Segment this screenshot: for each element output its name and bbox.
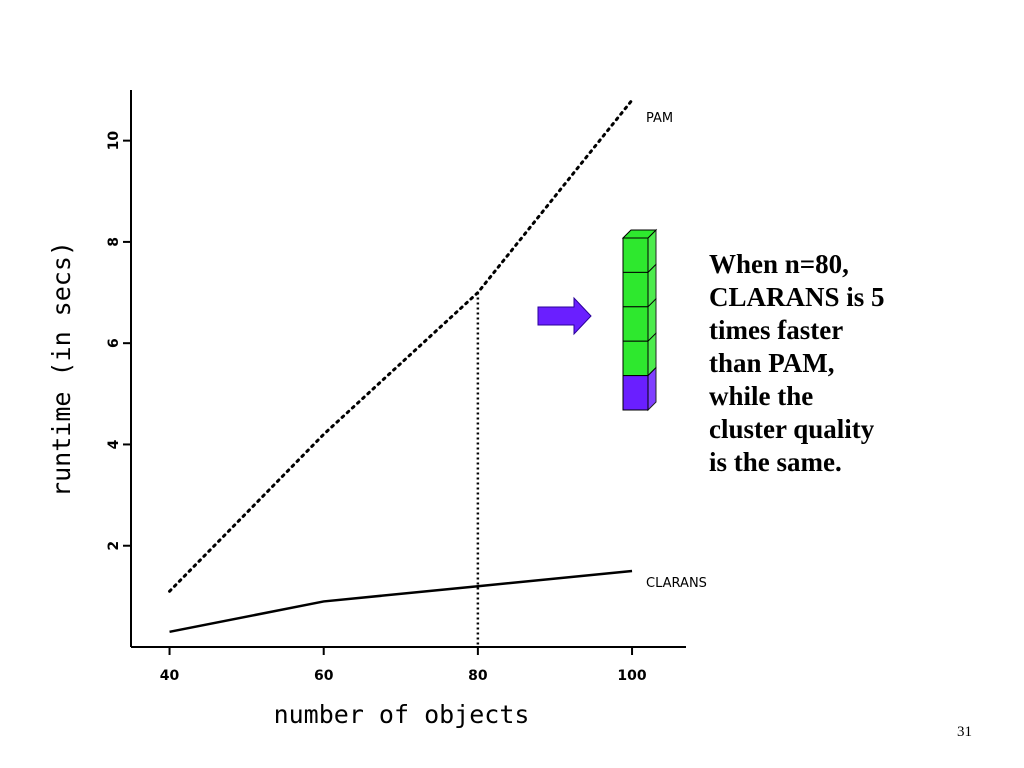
note-line: is the same. <box>709 447 842 477</box>
comparison-note: When n=80, CLARANS is 5 times faster tha… <box>709 248 949 479</box>
note-line: When n=80, <box>709 249 849 279</box>
page-number: 31 <box>957 724 972 740</box>
chart-axes <box>130 90 686 648</box>
stack-segment-front <box>622 306 649 342</box>
y-tick-label: 2 <box>106 541 122 551</box>
series-label-pam: PAM <box>646 111 673 126</box>
y-tick-label: 4 <box>106 439 122 449</box>
speed-illustration <box>537 228 658 412</box>
y-axis-title: runtime (in secs) <box>47 241 76 497</box>
chart-labels: number of objects runtime (in secs) PAM CLA… <box>47 111 707 729</box>
stack-segment-front <box>622 237 649 273</box>
stack-top-face <box>621 229 658 239</box>
chart-ticks: 40 60 80 100 2 4 6 8 10 <box>106 131 647 684</box>
y-tick-label: 10 <box>106 131 122 151</box>
series-line-pam <box>168 98 634 593</box>
stack-segment-front <box>622 271 649 308</box>
stack-segment-front <box>622 340 649 377</box>
note-line: cluster quality <box>709 414 875 444</box>
stack-segment-front <box>622 375 649 411</box>
x-tick-label: 80 <box>468 668 488 684</box>
note-line: CLARANS is 5 <box>709 282 885 312</box>
y-tick-label: 6 <box>106 338 122 348</box>
x-tick-label: 100 <box>617 668 646 684</box>
series-line-clarans <box>169 569 633 634</box>
stack-segment-side <box>647 366 657 412</box>
chart-series <box>168 98 634 647</box>
x-axis-title: number of objects <box>274 700 530 729</box>
note-line: while the <box>709 381 814 411</box>
x-tick-label: 60 <box>314 668 334 684</box>
note-line: than PAM, <box>709 348 835 378</box>
note-line: times faster <box>709 315 844 345</box>
right-arrow-icon <box>537 296 592 336</box>
series-label-clarans: CLARANS <box>646 576 707 591</box>
y-tick-label: 8 <box>106 237 122 247</box>
x-tick-label: 40 <box>160 668 180 684</box>
